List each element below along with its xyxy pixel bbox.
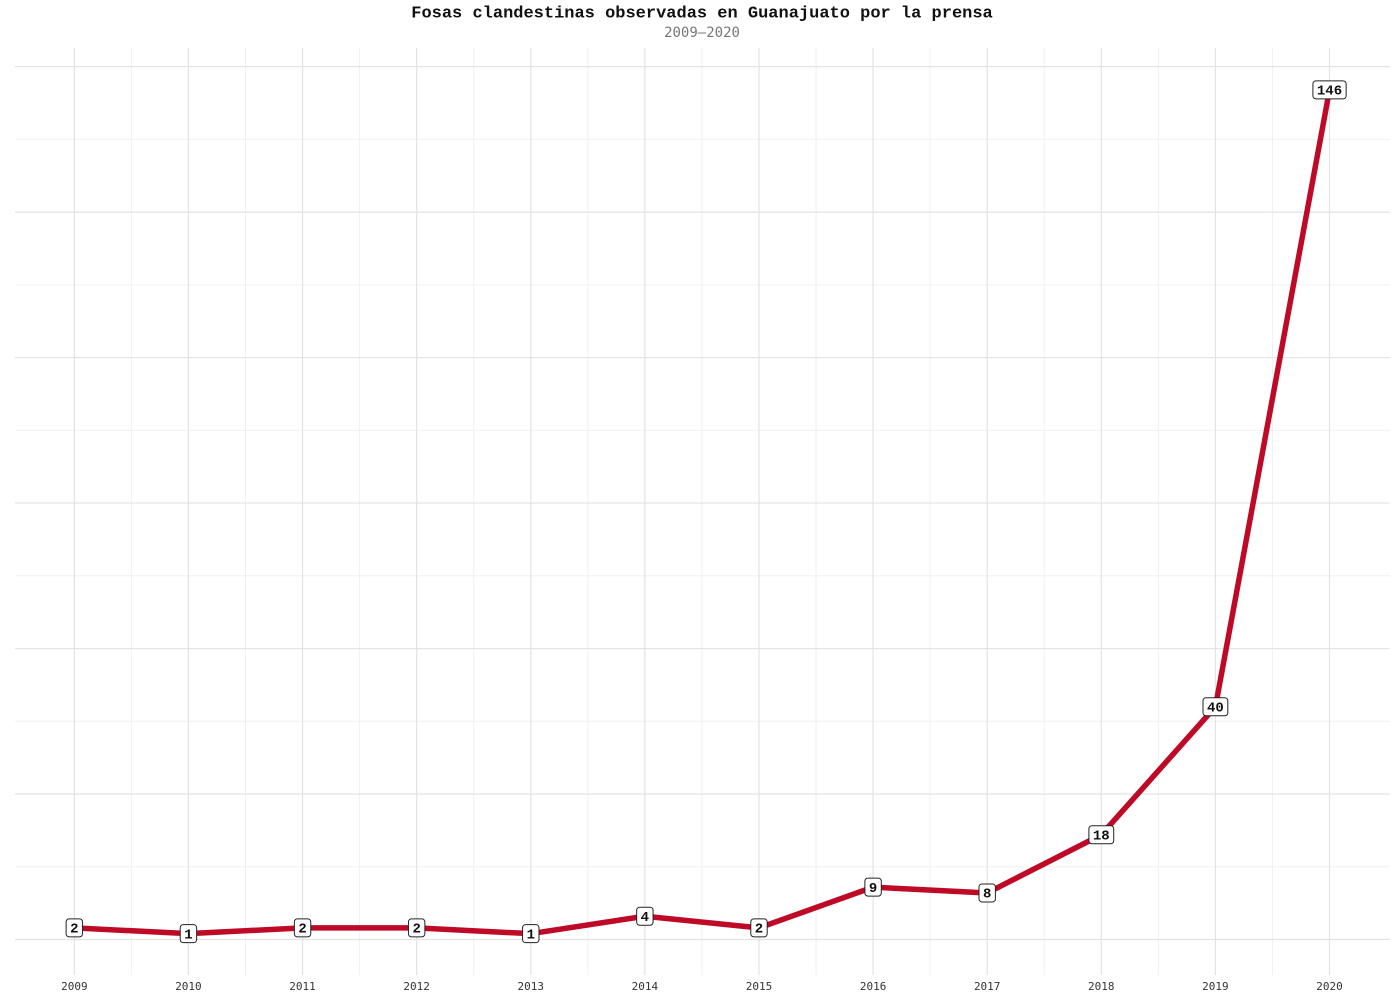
label-background — [750, 918, 768, 938]
label-background — [407, 918, 426, 938]
data-label-box: 9 — [864, 877, 882, 897]
data-label: 4 — [641, 910, 649, 926]
data-label-box: 2 — [65, 918, 84, 938]
label-background — [293, 918, 312, 938]
x-tick-label: 2011 — [289, 980, 316, 993]
data-label-box: 4 — [636, 906, 654, 926]
data-label: 18 — [1093, 828, 1110, 844]
data-label: 1 — [184, 927, 192, 943]
data-label-box: 18 — [1088, 825, 1115, 845]
data-label: 9 — [869, 881, 877, 897]
data-label-box: 146 — [1312, 80, 1347, 100]
label-background — [1202, 697, 1229, 717]
x-tick-label: 2013 — [518, 980, 545, 993]
data-label: 2 — [412, 922, 420, 938]
data-label: 2 — [70, 922, 78, 938]
data-label-box: 2 — [293, 918, 312, 938]
x-tick-label: 2016 — [860, 980, 887, 993]
label-background — [864, 877, 882, 897]
data-label-box: 1 — [179, 924, 198, 944]
label-background — [1088, 825, 1115, 845]
label-background — [636, 906, 654, 926]
x-tick-label: 2019 — [1202, 980, 1229, 993]
chart-title: Fosas clandestinas observadas en Guanaju… — [411, 4, 993, 23]
x-tick-label: 2018 — [1088, 980, 1115, 993]
data-label-box: 40 — [1202, 697, 1229, 717]
data-label: 146 — [1317, 84, 1342, 100]
x-tick-label: 2010 — [175, 980, 202, 993]
label-background — [978, 883, 996, 903]
data-label-box: 8 — [978, 883, 996, 903]
label-background — [522, 924, 540, 944]
x-tick-label: 2014 — [632, 980, 659, 993]
x-tick-label: 2017 — [974, 980, 1001, 993]
label-background — [179, 924, 198, 944]
data-label: 2 — [298, 922, 306, 938]
data-label: 8 — [983, 887, 991, 903]
data-label-box: 1 — [522, 924, 540, 944]
data-label: 2 — [755, 922, 763, 938]
x-tick-label: 2009 — [61, 980, 88, 993]
x-tick-label: 2020 — [1316, 980, 1343, 993]
data-label: 1 — [527, 927, 535, 943]
data-label: 40 — [1207, 700, 1224, 716]
label-background — [1312, 80, 1347, 100]
x-tick-label: 2015 — [746, 980, 773, 993]
data-label-box: 2 — [750, 918, 768, 938]
chart-subtitle: 2009–2020 — [664, 25, 740, 41]
x-tick-label: 2012 — [403, 980, 430, 993]
label-background — [65, 918, 84, 938]
data-label-box: 2 — [407, 918, 426, 938]
data-line — [74, 89, 1333, 937]
